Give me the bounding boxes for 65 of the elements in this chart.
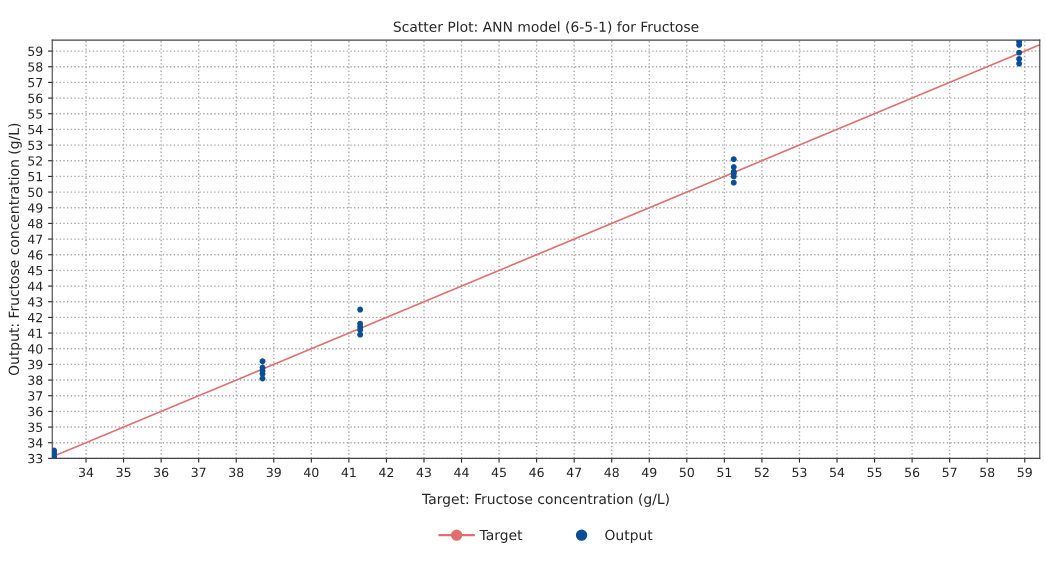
x-tick-label: 35 [116,467,131,478]
x-tick-label: 47 [566,467,582,477]
x-tick-label: 44 [454,467,469,477]
point [730,156,737,163]
x-tick-label: 56 [905,467,920,478]
x-tick-label: 36 [154,467,169,478]
x-tick-label: 53 [792,467,807,478]
y-tick-label: 43 [27,297,43,307]
y-tick-label: 56 [28,93,43,103]
x-tick-label: 59 [1017,467,1032,478]
y-tick-label: 59 [28,46,43,56]
y-tick-label: 39 [28,359,43,370]
y-tick-label: 38 [28,375,43,385]
y-tick-label: 34 [28,438,43,448]
y-tick-label: 41 [27,328,43,338]
x-tick-label: 43 [416,467,431,478]
x-tick-label: 51 [717,467,732,478]
x-tick-label: 39 [266,467,281,478]
x-tick-label: 58 [980,467,995,478]
x-tick-label: 42 [379,467,394,477]
x-tick-label: 52 [754,467,769,478]
point [730,179,737,186]
y-tick-label: 45 [27,266,43,276]
y-tick-label: 33 [28,453,43,464]
y-axis-title: Output: Fructose concentration (g/L) [8,123,22,376]
x-tick-label: 48 [604,467,619,478]
point [357,331,364,338]
point [730,164,737,170]
x-tick-label: 40 [303,467,319,478]
x-tick-label: 34 [79,467,94,478]
x-tick-label: 55 [867,467,882,478]
x-axis-title: Target: Fructose concentration (g/L) [421,493,669,507]
y-tick-label: 48 [27,218,43,229]
y-tick-label: 49 [27,203,43,213]
y-tick-label: 35 [28,422,43,432]
y-tick-label: 47 [27,234,43,244]
y-tick-label: 52 [28,156,42,166]
legend-label: Target [479,529,523,543]
x-tick-label: 54 [830,467,845,478]
x-tick-label: 41 [341,467,356,477]
y-tick-label: 42 [27,312,42,323]
y-tick-label: 57 [28,78,43,88]
x-tick-label: 38 [229,467,244,478]
y-tick-label: 36 [28,406,43,417]
y-tick-label: 46 [27,250,43,260]
point [1016,49,1023,56]
y-tick-label: 55 [28,109,43,119]
point [1016,55,1023,62]
legend-label: Output [605,529,653,543]
x-tick-label: 45 [491,467,506,478]
y-tick-label: 40 [27,344,43,354]
y-tick-label: 53 [28,140,43,150]
chart-title: Scatter Plot: ANN model (6-5-1) for Fructose [393,21,699,34]
x-tick-label: 46 [529,467,544,478]
point [357,306,364,313]
x-tick-label: 50 [679,467,694,478]
y-tick-label: 50 [28,187,43,197]
y-tick-label: 54 [28,125,43,135]
x-tick-label: 37 [191,467,206,478]
x-tick-label: 49 [641,467,657,478]
y-tick-label: 44 [27,281,43,291]
y-tick-label: 58 [28,62,43,72]
y-tick-label: 51 [28,172,43,182]
y-tick-label: 37 [28,391,43,401]
x-tick-label: 57 [942,467,957,478]
